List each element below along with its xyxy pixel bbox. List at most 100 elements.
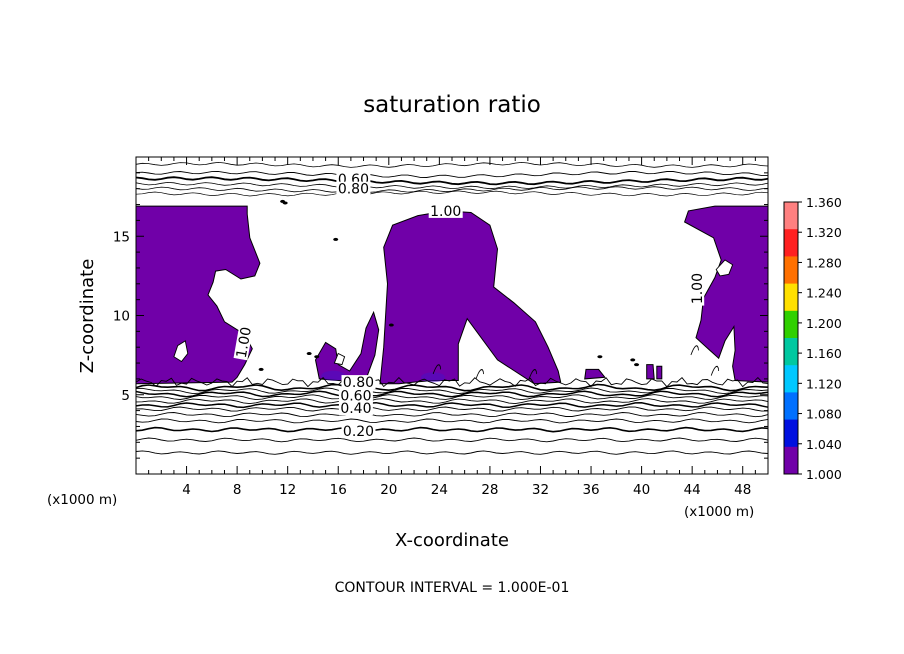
contour-squiggle — [690, 345, 699, 356]
colorbar-level-label: 1.160 — [806, 346, 842, 361]
contour-labels-layer: 0.600.801.001.001.000.800.600.400.20 — [233, 172, 706, 440]
contour-line — [135, 190, 769, 197]
z-axis-unit: (x1000 m) — [47, 492, 117, 508]
contour-line — [135, 406, 769, 412]
colorbar-swatch — [784, 338, 798, 366]
contour-label-text: 0.80 — [343, 375, 374, 391]
contour-line — [135, 161, 769, 168]
x-axis-unit: (x1000 m) — [684, 504, 754, 520]
contour-line — [135, 383, 769, 392]
contour-blob — [388, 323, 394, 327]
supersaturated-region-right — [683, 205, 769, 383]
contour-line — [135, 390, 769, 398]
contour-label-text: 0.40 — [340, 401, 371, 417]
colorbar-frame — [783, 201, 799, 475]
contour-level-label: 1.00 — [690, 271, 706, 306]
colorbar-level-label: 1.200 — [806, 316, 842, 331]
x-tick-label: 32 — [532, 482, 549, 498]
x-tick-label: 12 — [279, 482, 296, 498]
contour-level-label: 0.80 — [341, 375, 376, 391]
unsaturated-hole — [715, 259, 734, 277]
contour-line — [135, 412, 769, 418]
contour-line — [135, 418, 769, 424]
supersaturated-region-patch — [646, 364, 655, 380]
colorbar-swatch — [784, 310, 798, 339]
contour-label-background — [690, 271, 705, 306]
contour-blob — [314, 355, 320, 359]
contour-label-background — [336, 181, 371, 196]
contour-blob — [333, 237, 339, 241]
contour-line — [135, 450, 769, 455]
contour-blob — [258, 367, 264, 371]
contour-line — [135, 394, 769, 401]
colorbar-swatch — [784, 256, 798, 285]
saturation-shading-layer — [135, 199, 769, 385]
colorbar-swatch — [784, 365, 798, 393]
contour-blob — [597, 355, 603, 359]
contour-label-background — [341, 375, 376, 390]
contour-label-background — [428, 203, 463, 218]
colorbar-swatch — [784, 419, 798, 448]
contour-line — [135, 387, 769, 395]
contour-level-label: 1.00 — [233, 324, 255, 361]
supersaturated-region-center — [379, 210, 562, 385]
blue-core — [321, 370, 346, 381]
contour-line — [135, 401, 769, 409]
colorbar-swatch — [784, 446, 798, 475]
contour-level-label: 0.40 — [338, 401, 373, 417]
z-tick-label: 10 — [113, 309, 130, 325]
supersaturated-region-left — [135, 205, 261, 385]
contour-label-background — [338, 401, 373, 416]
contour-line — [135, 426, 769, 433]
z-tick-label: 5 — [121, 388, 130, 404]
colorbar-level-label: 1.240 — [806, 286, 842, 301]
colorbar-swatch — [784, 202, 798, 230]
contour-blob — [630, 358, 636, 362]
contour-label-text: 0.80 — [338, 182, 369, 198]
contour-label-background — [338, 388, 373, 403]
x-axis-label: X-coordinate — [395, 530, 509, 551]
z-axis-label: Z-coordinate — [77, 259, 98, 374]
colorbar-swatch — [784, 229, 798, 257]
supersaturated-region-patch — [584, 368, 606, 380]
x-tick-label: 36 — [582, 482, 599, 498]
contour-level-label: 0.60 — [338, 388, 373, 405]
contour-squiggle — [710, 365, 720, 376]
contour-level-label: 1.00 — [428, 203, 463, 220]
contour-label-background — [233, 324, 254, 361]
contour-line — [135, 398, 769, 405]
colorbar-level-label: 1.320 — [806, 225, 842, 240]
colorbar-swatch — [784, 392, 798, 421]
x-tick-label: 44 — [684, 482, 701, 498]
z-tick-label: 15 — [113, 229, 130, 245]
supersaturated-region-patch — [656, 365, 663, 380]
contour-blob — [306, 352, 312, 356]
contour-interval-note: CONTOUR INTERVAL = 1.000E-01 — [335, 580, 570, 596]
x-tick-label: 24 — [431, 482, 448, 498]
blue-core — [421, 372, 446, 383]
colorbar-level-label: 1.280 — [806, 255, 842, 270]
colorbar-level-label: 1.360 — [806, 195, 842, 210]
contour-label-text: 1.00 — [234, 326, 255, 359]
unsaturated-hole — [333, 352, 346, 366]
contour-label-text: 1.00 — [690, 273, 706, 304]
colorbar-level-label: 1.040 — [806, 437, 842, 452]
contour-blob — [282, 201, 288, 205]
contour-blob — [634, 363, 640, 367]
x-tick-label: 20 — [380, 482, 397, 498]
contour-label-background — [341, 424, 376, 439]
colorbar-level-label: 1.080 — [806, 407, 842, 422]
contour-label-text: 1.00 — [430, 204, 461, 220]
x-tick-label: 40 — [633, 482, 650, 498]
contour-line — [135, 376, 769, 388]
colorbar-level-label: 1.000 — [806, 467, 842, 482]
contour-line — [135, 181, 769, 190]
x-tick-label: 16 — [330, 482, 347, 498]
contour-line — [135, 176, 769, 186]
x-tick-label: 48 — [734, 482, 751, 498]
x-tick-label: 8 — [233, 482, 242, 498]
contour-label-text: 0.60 — [340, 389, 371, 405]
